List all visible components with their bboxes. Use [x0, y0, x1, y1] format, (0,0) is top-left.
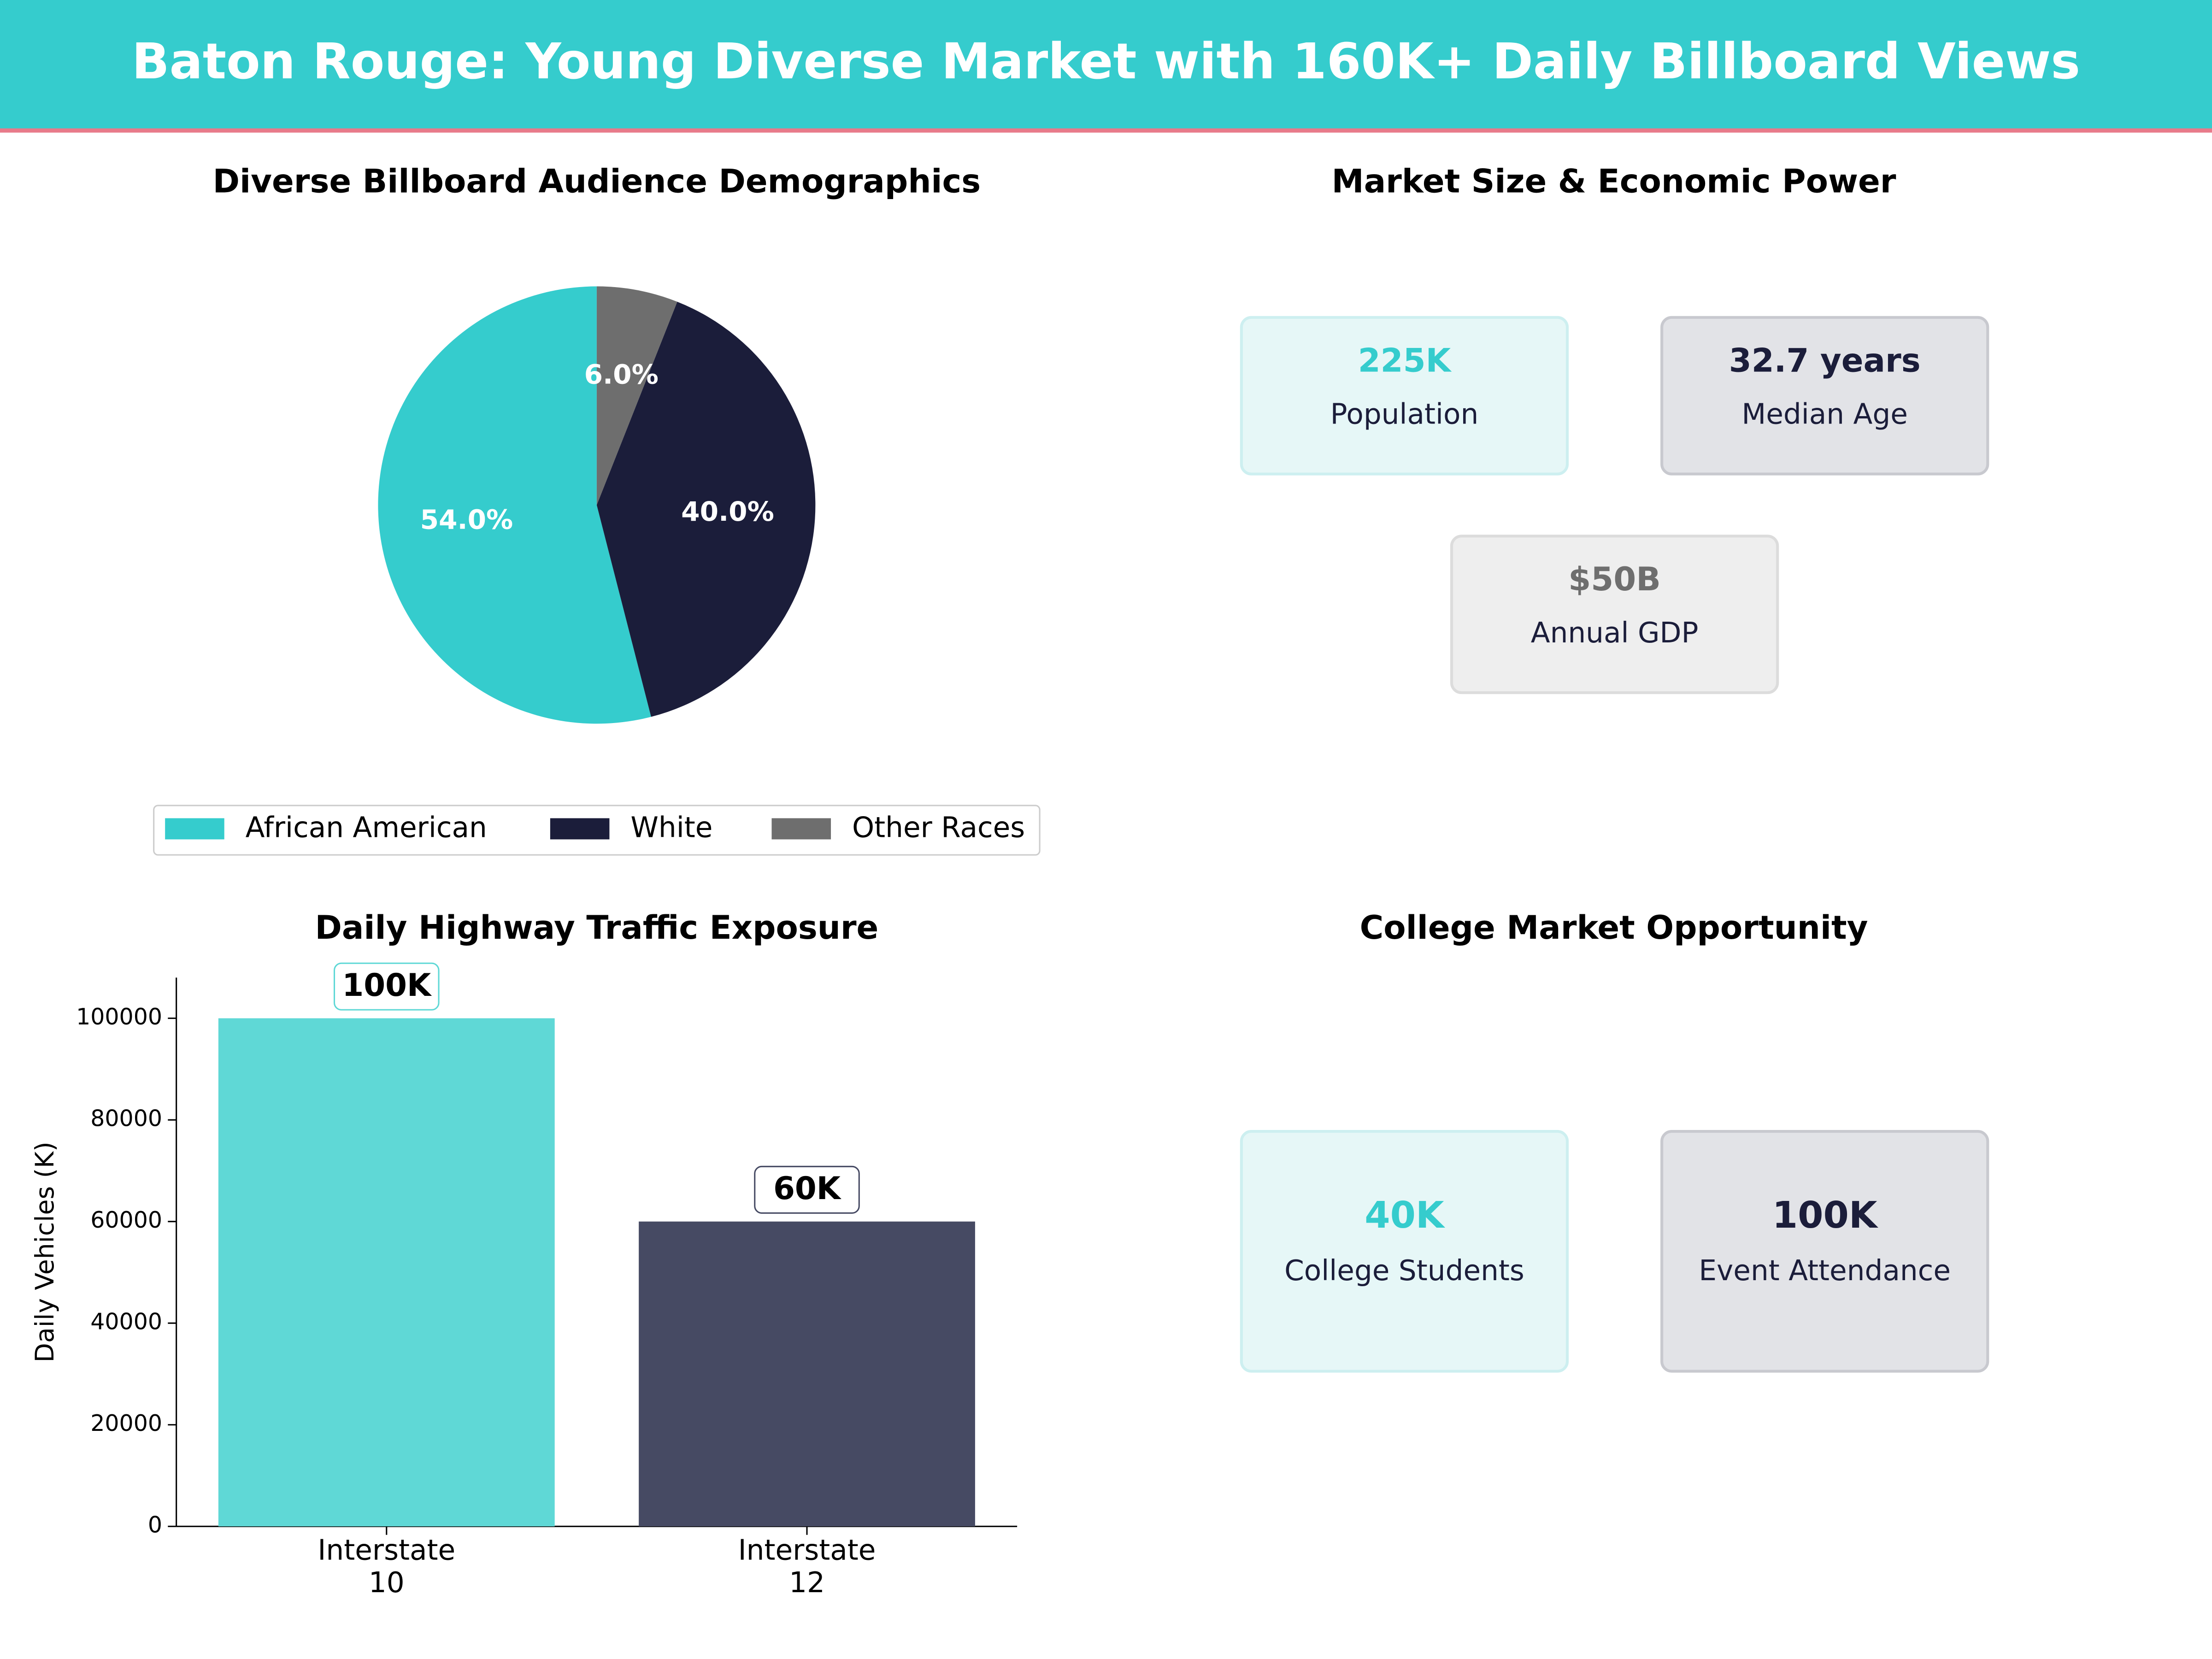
pie-slice: [596, 286, 677, 505]
y-tick-label: 40000: [90, 1309, 162, 1335]
stat-value: $50B: [1568, 560, 1661, 598]
value-label: 60K: [773, 1170, 842, 1206]
legend-swatch: [165, 818, 224, 840]
y-axis-label: Daily Vehicles (K): [30, 1141, 59, 1362]
stat-label: Annual GDP: [1531, 617, 1699, 649]
slice-label: 6.0%: [584, 359, 659, 390]
stat-card: [1240, 1130, 1569, 1373]
y-tick-label: 0: [148, 1512, 162, 1538]
slice-label: 40.0%: [681, 496, 774, 527]
y-tick-label: 80000: [90, 1106, 162, 1132]
stat-value: 32.7 years: [1729, 341, 1921, 379]
legend-label: African American: [246, 812, 487, 844]
bar: [639, 1221, 975, 1527]
value-label: 100K: [342, 967, 432, 1003]
stat-card: [1660, 1130, 1989, 1373]
stat-value: 100K: [1772, 1194, 1879, 1236]
y-tick-label: 100000: [76, 1004, 162, 1030]
header-rule: [0, 128, 2212, 133]
stat-value: 225K: [1358, 341, 1452, 379]
value-label-box: [333, 962, 440, 1011]
legend-label: White: [630, 812, 712, 844]
y-tick-label: 20000: [90, 1410, 162, 1436]
stat-card: [1660, 316, 1989, 476]
stat-label: Event Attendance: [1699, 1254, 1951, 1287]
stat-label: Median Age: [1741, 398, 1908, 431]
stat-label: Population: [1330, 398, 1479, 431]
pie-title: Diverse Billboard Audience Demographics: [213, 162, 981, 200]
legend-swatch: [550, 818, 610, 840]
market-title: Market Size & Economic Power: [1332, 162, 1896, 200]
stat-value: 40K: [1365, 1194, 1446, 1236]
y-tick-label: 60000: [90, 1207, 162, 1233]
stat-card: [1450, 535, 1779, 694]
bar-title: Daily Highway Traffic Exposure: [315, 909, 878, 947]
x-tick-label: Interstate 10: [318, 1534, 455, 1599]
legend-label: Other Races: [852, 812, 1025, 844]
header-bar: [0, 0, 2212, 130]
pie-slice: [596, 301, 816, 717]
value-label-box: [754, 1165, 860, 1214]
slice-label: 54.0%: [420, 504, 513, 535]
pie-slice: [378, 286, 651, 724]
bar: [218, 1018, 555, 1527]
stat-card: [1240, 316, 1569, 476]
page-title: Baton Rouge: Young Diverse Market with 1…: [132, 33, 2080, 90]
x-tick-label: Interstate 12: [738, 1534, 876, 1599]
stat-label: College Students: [1284, 1254, 1524, 1287]
legend-swatch: [771, 818, 831, 840]
college-title: College Market Opportunity: [1360, 909, 1868, 947]
